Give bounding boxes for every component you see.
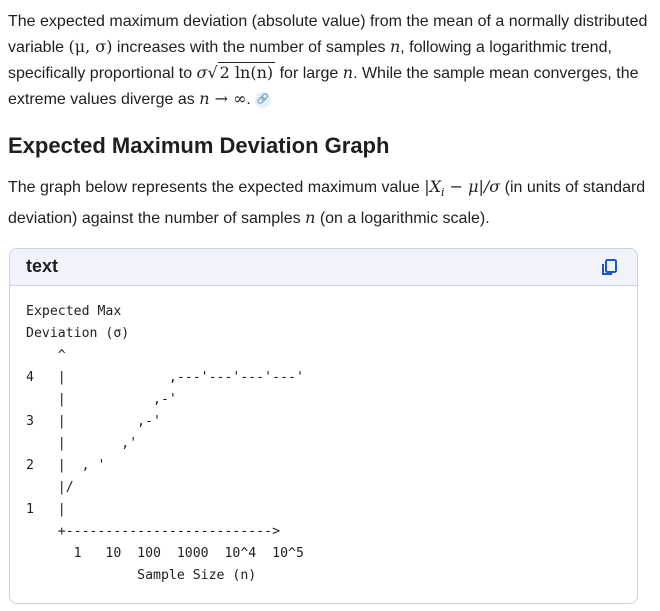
math-expr-sub: i [441,186,445,200]
code-block: text Expected Max Deviation (σ) ^ 4 | ,-… [9,248,638,604]
link-icon[interactable]: 🔗 [254,91,271,108]
math-sqrt: √ 2 ln(n) [207,62,276,82]
math-expression: |Xi − μ|/σ [424,177,501,200]
section-paragraph: The graph below represents the expected … [8,174,648,231]
section-text-3: (on a logarithmic scale). [315,210,490,228]
math-limit: n → ∞ [199,89,247,108]
intro-text-2: increases with the number of samples [112,39,390,56]
math-n-2: n [342,63,354,82]
intro-text-5: . While the sample mean converges, the e… [8,65,639,108]
intro-text-4: for large [275,65,343,82]
intro-text-3: , following a logarithmic trend, specifi… [8,39,612,82]
math-n-3: n [305,208,316,228]
code-language-label: text [26,256,59,276]
math-n: n [389,37,401,56]
copy-code-button[interactable] [600,257,620,277]
math-sigma: σ [196,63,208,82]
code-content: Expected Max Deviation (σ) ^ 4 | ,---'--… [26,304,304,583]
math-params: (μ, σ) [68,37,113,56]
intro-text-1: The expected maximum deviation (absolute… [8,13,648,56]
section-text-2: (in units of standard deviation) against… [8,179,646,228]
section-text-1: The graph below represents the expected … [8,179,425,196]
math-expr-rest: − μ|/σ [444,177,501,196]
section-heading: Expected Maximum Deviation Graph [8,133,390,158]
intro-paragraph: The expected maximum deviation (absolute… [8,9,648,112]
math-expr-x: |X [424,177,441,196]
copy-icon [602,259,617,275]
code-block-header: text [10,249,637,286]
intro-text-6: . [246,91,251,108]
math-sqrt-inner: 2 ln(n) [217,62,276,82]
